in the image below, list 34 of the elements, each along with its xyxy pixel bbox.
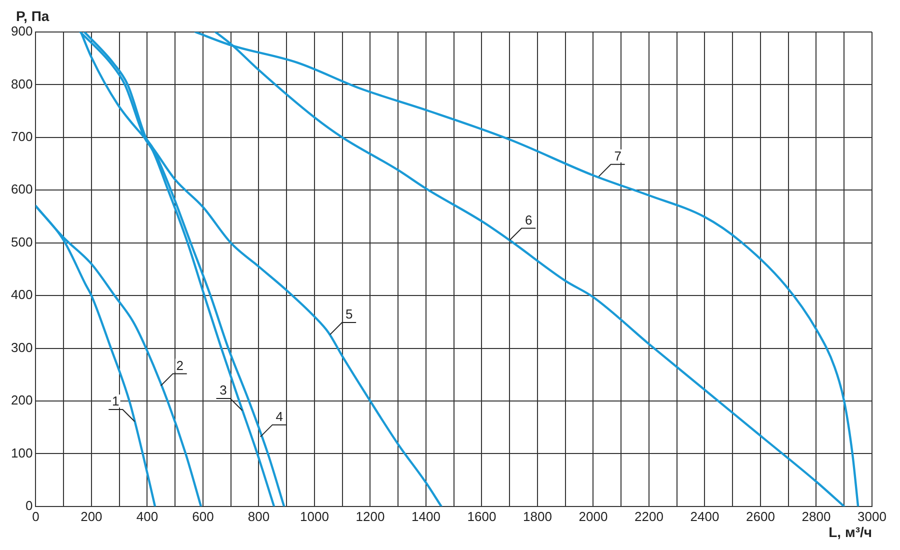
- annotation: 1: [112, 394, 120, 409]
- x-tick-label: 2000: [578, 508, 608, 524]
- y-tick-label: 500: [10, 234, 33, 250]
- x-tick-label: 2600: [746, 508, 775, 524]
- y-axis-title: P, Па: [16, 8, 50, 24]
- y-tick-label: 100: [10, 445, 33, 460]
- y-tick-label: 0: [25, 498, 33, 513]
- x-tick-label: 1000: [300, 508, 329, 524]
- y-tick-label: 400: [10, 287, 33, 302]
- x-tick-label: 800: [248, 508, 270, 524]
- y-tick-label: 700: [10, 129, 33, 144]
- x-tick-label: 1400: [412, 508, 440, 524]
- annotation: 5: [345, 306, 353, 322]
- x-tick-label: 1600: [467, 508, 496, 524]
- x-tick-label: 600: [192, 508, 214, 524]
- x-tick-label: 1800: [523, 508, 552, 524]
- annotation: 7: [614, 148, 622, 164]
- x-tick-label: 2800: [802, 508, 831, 524]
- annotation: 3: [220, 382, 227, 398]
- y-tick-label: 900: [10, 24, 33, 39]
- y-tick-label: 200: [10, 392, 33, 408]
- annotation: 4: [276, 408, 283, 424]
- x-tick-label: 2200: [634, 508, 664, 524]
- y-tick-label: 800: [10, 76, 33, 92]
- y-tick-label: 300: [10, 340, 33, 355]
- x-tick-label: 3000: [858, 508, 886, 524]
- annotation: 6: [524, 212, 532, 228]
- x-axis-title: L, м³/ч: [828, 524, 872, 540]
- x-tick-label: 400: [136, 508, 158, 524]
- x-tick-label: 200: [80, 508, 102, 524]
- x-tick-label: 1200: [356, 508, 385, 524]
- annotation: 2: [176, 358, 184, 373]
- x-tick-label: 2400: [690, 508, 720, 524]
- y-tick-label: 600: [10, 182, 33, 197]
